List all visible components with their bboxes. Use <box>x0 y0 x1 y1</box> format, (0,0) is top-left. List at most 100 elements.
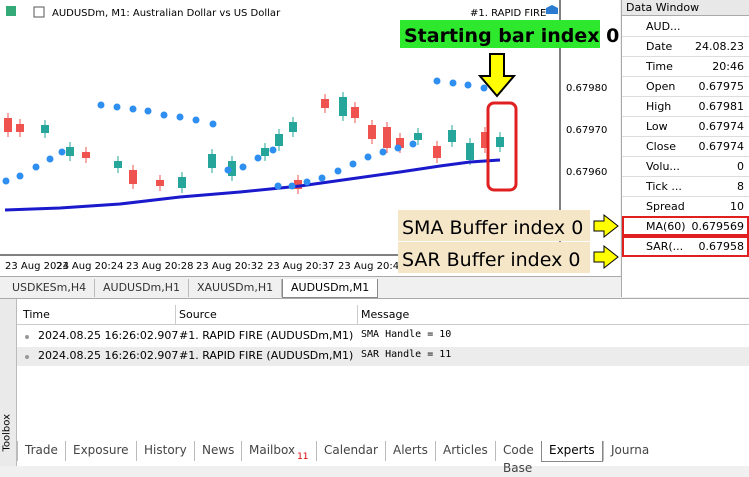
annotation-box <box>398 210 590 241</box>
sar-dot <box>318 174 326 182</box>
log-cell: SAR Handle = 11 <box>361 349 452 360</box>
mailbox-count: 11 <box>297 452 309 462</box>
sar-dot <box>239 163 247 171</box>
toolbox-tab[interactable]: Mailbox 11 <box>241 441 316 462</box>
log-cell: SMA Handle = 10 <box>361 329 452 340</box>
sar-dot <box>449 79 457 87</box>
toolbox-tab[interactable]: News <box>194 441 241 461</box>
sar-dot <box>433 77 441 85</box>
sar-dot <box>464 81 472 89</box>
candle <box>178 177 186 188</box>
sar-dot <box>129 105 137 113</box>
row-label: High <box>646 100 672 113</box>
sar-dot <box>46 155 54 163</box>
toolbox-tab[interactable]: Journa <box>603 441 656 461</box>
row-label: Volu... <box>646 160 680 173</box>
toolbox-tab[interactable]: Calendar <box>316 441 385 461</box>
annotation-box <box>398 242 590 273</box>
candles <box>4 92 504 194</box>
chart-tab[interactable]: USDKESm,H4 <box>4 279 96 297</box>
data-row: Tick ... 8 <box>622 177 749 197</box>
row-label: Open <box>646 80 676 93</box>
row-label: Date <box>646 40 673 53</box>
data-window-title: Data Window <box>622 0 749 16</box>
sar-dot <box>2 177 10 185</box>
sar-dot <box>409 140 417 148</box>
row-value: 8 <box>737 180 744 193</box>
row-value: 0.67975 <box>698 80 745 93</box>
log-cell: 2024.08.25 16:26:02.907 <box>38 329 179 342</box>
sar-dot <box>364 153 372 161</box>
candle <box>433 146 441 158</box>
row-label: Tick ... <box>646 180 682 193</box>
data-row: Date 24.08.23 <box>622 37 749 57</box>
toolbox-tab[interactable]: Alerts <box>385 441 435 461</box>
time-label: 23 Aug 20:28 <box>126 261 193 272</box>
candle <box>82 152 90 158</box>
chart-window: AUDUSDm, M1: Australian Dollar vs US Dol… <box>0 0 620 276</box>
symbol: AUD... <box>646 20 681 33</box>
toolbox-label: Toolbox <box>1 414 13 452</box>
sar-dot <box>303 178 311 186</box>
row-label: MA(60) <box>646 220 686 233</box>
data-row: Volu... 0 <box>622 157 749 177</box>
data-row: Close 0.67974 <box>622 137 749 157</box>
candle <box>496 137 504 147</box>
data-row: Low 0.67974 <box>622 117 749 137</box>
chart-icon <box>33 6 45 18</box>
row-value: 10 <box>730 200 744 213</box>
time-label: 23 Aug 20:24 <box>56 261 123 272</box>
candle <box>466 143 474 160</box>
annotation-box <box>400 20 600 48</box>
candle <box>368 125 376 139</box>
sar-dot <box>379 148 387 156</box>
sar-dot <box>97 101 105 109</box>
toolbox: Toolbox Time Source Message 2024.08.25 16:2… <box>0 298 749 466</box>
data-row: Time 20:46 <box>622 57 749 77</box>
toolbox-tab[interactable]: History <box>136 441 194 461</box>
sar-dot <box>113 103 121 111</box>
candle <box>481 132 489 148</box>
toolbox-strip: Toolbox <box>0 299 17 466</box>
row-label: Time <box>646 60 673 73</box>
sar-dot <box>16 172 24 180</box>
sar-dot <box>192 116 200 124</box>
annotation: SMA Buffer index 0 <box>402 217 583 239</box>
toolbox-tab[interactable]: Code Base <box>495 441 541 475</box>
log-row <box>17 327 749 346</box>
chart-tab[interactable]: AUDUSDm,M1 <box>282 279 379 298</box>
column-divider <box>175 305 176 324</box>
sar-dot <box>274 182 282 190</box>
time-label: 23 Aug 2024 <box>5 261 69 272</box>
row-label: Low <box>646 120 668 133</box>
row-label: SAR(... <box>646 240 684 253</box>
candle <box>16 124 24 132</box>
chart-tab[interactable]: XAUUSDm,H1 <box>189 279 283 297</box>
data-row: Open 0.67975 <box>622 77 749 97</box>
candle <box>339 97 347 116</box>
candle <box>228 161 236 176</box>
expert-icon <box>546 5 558 14</box>
sar-dot <box>394 144 402 152</box>
row-label: Close <box>646 140 676 153</box>
candle <box>289 122 297 132</box>
chart-title: AUDUSDm, M1: Australian Dollar vs US Dol… <box>52 8 281 19</box>
time-label: 23 Aug 20:32 <box>196 261 263 272</box>
sar-dot <box>144 107 152 115</box>
toolbox-tab[interactable]: Exposure <box>65 441 136 461</box>
highlight <box>622 216 749 236</box>
sar-dot <box>334 167 342 175</box>
toolbox-tab[interactable]: Articles <box>435 441 495 461</box>
data-row: Spread 10 <box>622 197 749 217</box>
candle <box>4 118 12 132</box>
toolbox-tab[interactable]: Experts <box>541 441 603 462</box>
row-label: Spread <box>646 200 685 213</box>
chart-tabs: USDKESm,H4 AUDUSDm,H1 XAUUSDm,H1 AUDUSDm,M1 <box>0 276 621 299</box>
candle <box>114 161 122 168</box>
log-cell: #1. RAPID FIRE (AUDUSDm,M1) <box>179 349 354 362</box>
column-divider <box>357 305 358 324</box>
chart-tab[interactable]: AUDUSDm,H1 <box>95 279 190 297</box>
toolbox-tab[interactable]: Trade <box>17 441 65 461</box>
table-header <box>17 305 749 325</box>
